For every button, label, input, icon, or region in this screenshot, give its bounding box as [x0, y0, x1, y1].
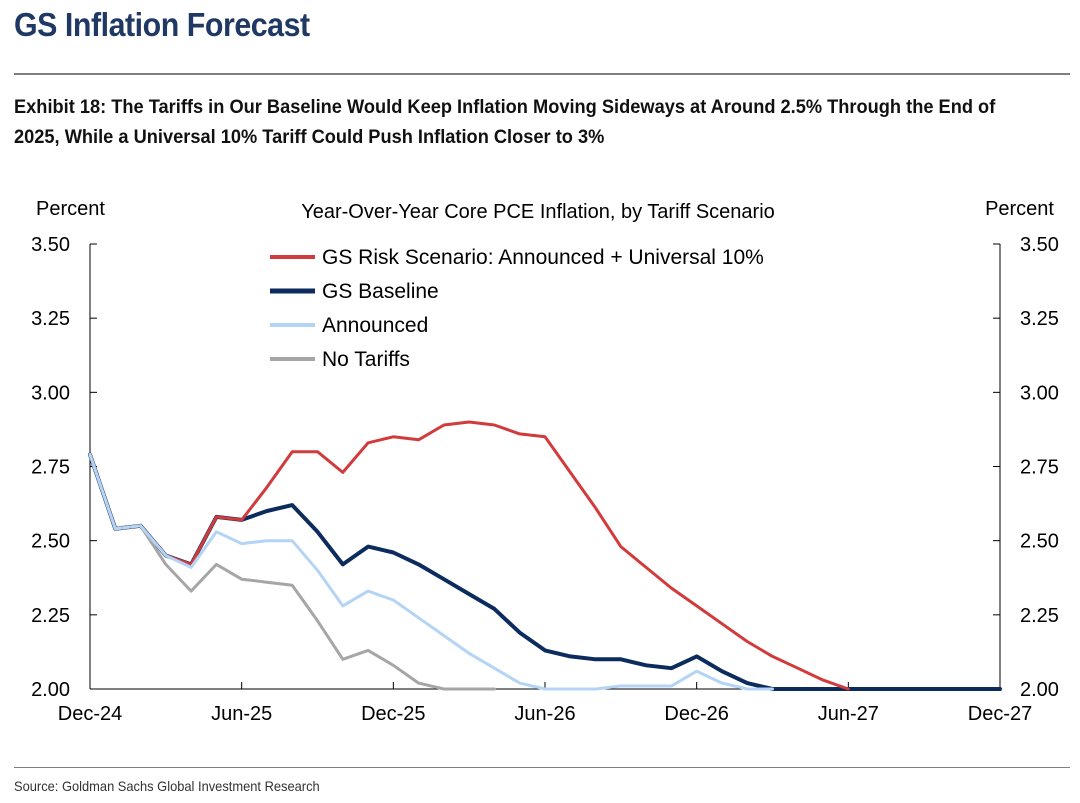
y-tick-label-left: 2.25 — [31, 605, 70, 627]
chart-title: Year-Over-Year Core PCE Inflation, by Ta… — [301, 201, 775, 223]
y-ticks-right: 3.50 3.25 3.00 2.75 2.50 2.25 2.00 — [993, 234, 1059, 701]
x-tick-label: Jun-26 — [514, 703, 575, 725]
y-tick-label-right: 2.25 — [1020, 605, 1059, 627]
y-tick-label-left: 3.25 — [31, 308, 70, 330]
x-tick-label: Dec-26 — [664, 703, 728, 725]
y-tick-label-right: 3.50 — [1020, 234, 1059, 256]
line-chart: Year-Over-Year Core PCE Inflation, by Ta… — [31, 198, 1059, 725]
header-divider — [14, 73, 1070, 75]
x-tick-label: Jun-25 — [211, 703, 272, 725]
page-title: GS Inflation Forecast — [14, 6, 310, 43]
legend-label: GS Baseline — [322, 280, 439, 303]
chart-axes — [89, 244, 1001, 690]
series-lines — [88, 420, 1002, 691]
y-axis-label-left: Percent — [36, 198, 105, 220]
y-tick-label-right: 3.00 — [1020, 382, 1059, 404]
y-tick-label-left: 2.75 — [31, 457, 70, 479]
legend-label: No Tariffs — [322, 348, 410, 371]
y-tick-label-right: 3.25 — [1020, 308, 1059, 330]
y-tick-label-left: 2.50 — [31, 531, 70, 553]
legend-label: GS Risk Scenario: Announced + Universal … — [322, 246, 764, 269]
y-tick-label-right: 2.75 — [1020, 457, 1059, 479]
x-ticks: Dec-24 Jun-25 Dec-25 Jun-26 Dec-26 Jun-27 Dec-… — [58, 682, 1032, 725]
x-tick-label: Dec-25 — [361, 703, 425, 725]
legend-label: Announced — [322, 314, 428, 337]
footer-divider — [14, 767, 1070, 768]
series-line-no-tariffs — [88, 453, 496, 691]
series-line-gs-risk-scenario-announced-universal-10 — [88, 420, 850, 691]
x-tick-label: Dec-24 — [58, 703, 122, 725]
y-tick-label-left: 3.00 — [31, 382, 70, 404]
source-note: Source: Goldman Sachs Global Investment … — [14, 778, 320, 794]
x-tick-label: Dec-27 — [968, 703, 1032, 725]
chart-legend: GS Risk Scenario: Announced + Universal … — [270, 246, 764, 371]
y-tick-label-left: 3.50 — [31, 234, 70, 256]
y-axis-label-right: Percent — [985, 198, 1054, 220]
y-ticks-left: 3.50 3.25 3.00 2.75 2.50 2.25 2.00 — [31, 234, 97, 701]
y-tick-label-right: 2.50 — [1020, 531, 1059, 553]
y-tick-label-right: 2.00 — [1020, 679, 1059, 701]
y-tick-label-left: 2.00 — [31, 679, 70, 701]
exhibit-caption: Exhibit 18: The Tariffs in Our Baseline … — [14, 96, 996, 148]
series-line-announced — [88, 453, 774, 691]
x-tick-label: Jun-27 — [818, 703, 879, 725]
